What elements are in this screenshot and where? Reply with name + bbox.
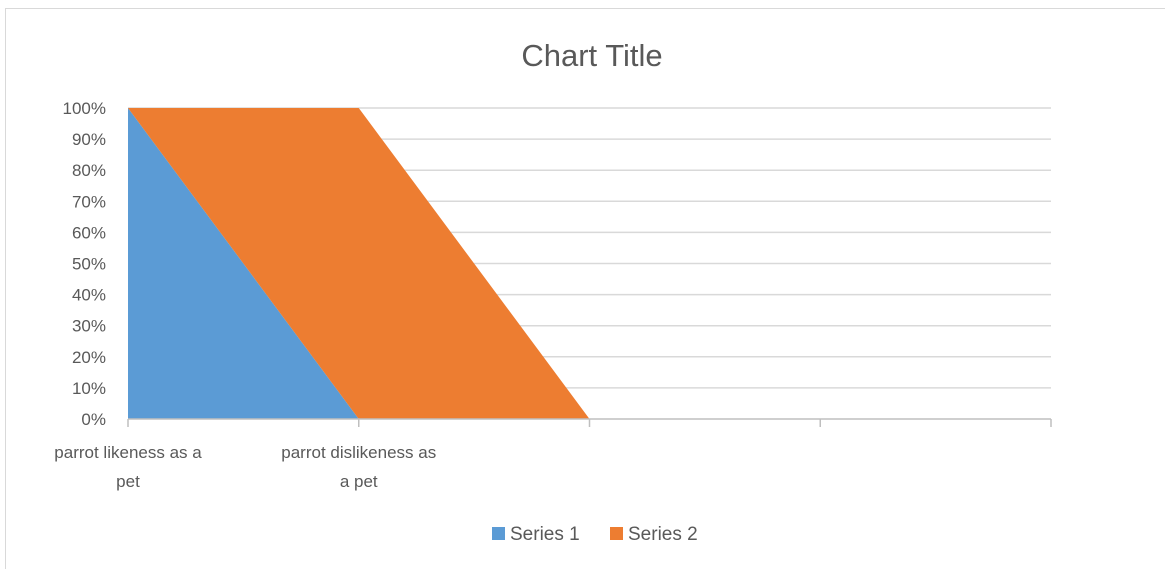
y-tick-label: 50% <box>72 255 106 274</box>
x-tick-label: parrot likeness as a <box>54 443 202 462</box>
area-series-1 <box>128 108 1051 419</box>
x-tick-label: parrot dislikeness as <box>281 443 436 462</box>
y-tick-label: 30% <box>72 317 106 336</box>
chart-title: Chart Title <box>521 38 662 73</box>
legend-swatch <box>610 527 623 540</box>
chart-frame <box>5 8 1165 569</box>
axes: 0% 10% 20% 30% 40% 50% 60% 70% 80% 90% 100% parrot … <box>54 99 1052 491</box>
y-tick-label: 80% <box>72 161 106 180</box>
y-tick-label: 60% <box>72 223 106 242</box>
legend-swatch <box>492 527 505 540</box>
y-tick-label: 90% <box>72 130 106 149</box>
legend-label: Series 2 <box>628 524 698 545</box>
y-tick-label: 100% <box>63 99 106 118</box>
y-tick-label: 70% <box>72 192 106 211</box>
y-tick-label: 40% <box>72 286 106 305</box>
legend: Series 1 Series 2 <box>492 524 698 545</box>
area-series-2 <box>128 108 1051 419</box>
y-tick-label: 0% <box>81 410 106 429</box>
x-tick-label: pet <box>116 472 140 491</box>
x-tick-label: a pet <box>340 472 378 491</box>
y-tick-label: 20% <box>72 348 106 367</box>
legend-label: Series 1 <box>510 524 580 545</box>
y-tick-label: 10% <box>72 379 106 398</box>
area-series <box>128 108 1051 419</box>
